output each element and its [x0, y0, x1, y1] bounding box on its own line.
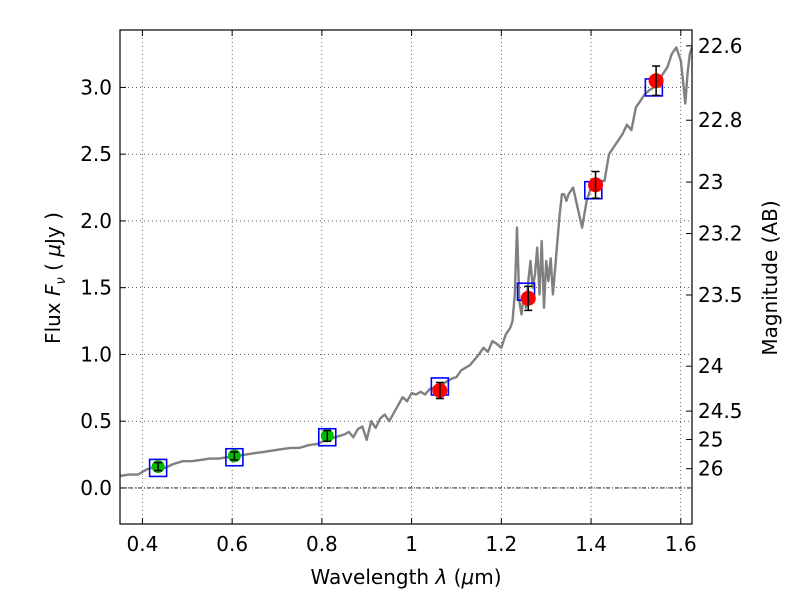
mag-tick-label: 23.2 [698, 222, 743, 246]
mag-tick-label: 24 [698, 354, 723, 378]
model-photometry-square [148, 458, 168, 478]
plot-frame [119, 29, 693, 525]
markers-layer [148, 65, 664, 478]
spectrum-line [119, 46, 694, 478]
y-axis-label: Flux Fν ( μJy ) [41, 212, 69, 344]
ticks: 0.4 0.6 0.8 1 1.2 1.4 1.6 0.0 0.5 1.0 1.5 2.0 2.5 3.0… [80, 30, 743, 556]
y-tick-label: 1.0 [80, 342, 112, 366]
grid [120, 30, 692, 524]
x-tick-label: 0.6 [216, 532, 248, 556]
y-tick-label: 2.0 [80, 209, 112, 233]
model-photometry-square [225, 447, 244, 467]
spectrum-layer [119, 46, 694, 478]
mag-tick-label: 23 [698, 170, 723, 194]
y-tick-label: 0.5 [80, 409, 112, 433]
x-tick-label: 0.8 [306, 532, 338, 556]
mag-tick-label: 22.6 [698, 34, 743, 58]
x-tick-label: 1.2 [485, 532, 517, 556]
mag-tick-label: 25 [698, 427, 723, 451]
right-axis-label: Magnitude (AB) [758, 200, 782, 355]
x-tick-label: 1.4 [575, 532, 607, 556]
mag-tick-label: 24.5 [698, 399, 743, 423]
y-tick-label: 3.0 [80, 75, 112, 99]
x-axis-label: Wavelength λ (μm) [310, 565, 501, 589]
y-tick-label: 0.0 [80, 476, 112, 500]
mag-tick-label: 26 [698, 457, 723, 481]
x-tick-label: 1 [405, 532, 418, 556]
mag-tick-label: 23.5 [698, 283, 743, 307]
y-tick-label: 1.5 [80, 276, 112, 300]
model-photometry-square [317, 427, 337, 447]
x-tick-label: 0.4 [127, 532, 159, 556]
mag-tick-label: 22.8 [698, 108, 743, 132]
x-tick-label: 1.6 [665, 532, 697, 556]
y-tick-label: 2.5 [80, 142, 112, 166]
